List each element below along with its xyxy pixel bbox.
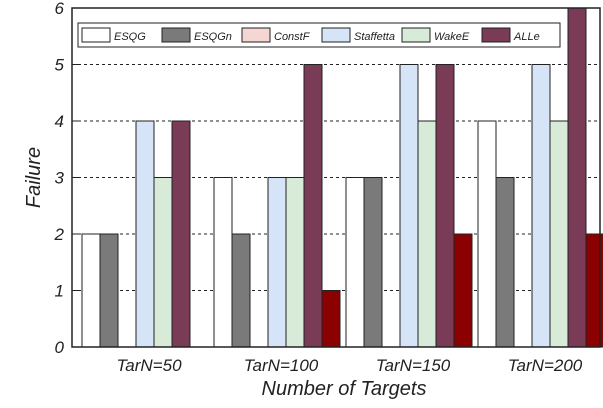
legend-swatch [401, 27, 431, 43]
legend-label: Staffetta [354, 31, 395, 43]
y-tick-labels: 0 1 2 3 4 5 6 [54, 0, 78, 357]
legend-label: ConstF [274, 31, 311, 43]
legend-swatch [81, 27, 111, 43]
bar [417, 120, 437, 348]
bar [549, 120, 569, 348]
legend-label: ALLe [513, 31, 540, 43]
y-tick-label: 5 [55, 56, 65, 75]
x-tick-label: TarN=50 [116, 356, 182, 375]
bar [231, 233, 251, 348]
y-tick-label: 2 [54, 225, 65, 244]
bar [285, 177, 305, 348]
bar [99, 233, 119, 348]
bar [567, 7, 587, 348]
x-tick-label: TarN=150 [376, 356, 451, 375]
legend-box [77, 22, 561, 48]
legend-swatch [481, 27, 511, 43]
legend-swatch [241, 27, 271, 43]
bar [153, 177, 173, 348]
bar [135, 120, 155, 348]
bar [435, 64, 455, 348]
x-tick-labels: TarN=50 TarN=100 TarN=150 TarN=200 [116, 356, 582, 375]
legend-label: WakeE [434, 31, 470, 43]
bar [531, 64, 551, 348]
legend: ESQG ESQGn ConstF Staffetta WakeE ALLe [77, 22, 561, 48]
bar [171, 120, 191, 348]
y-tick-label: 3 [55, 169, 65, 188]
bar [495, 177, 515, 348]
bar [213, 177, 233, 348]
y-tick-label: 1 [55, 282, 64, 301]
bar [303, 64, 323, 348]
legend-swatch [161, 27, 191, 43]
x-tick-label: TarN=200 [508, 356, 583, 375]
bars-layer [81, 7, 603, 348]
legend-label: ESQGn [194, 31, 232, 43]
bar [399, 64, 419, 348]
bar [477, 120, 497, 348]
x-tick-label: TarN=100 [244, 356, 319, 375]
y-tick-label: 6 [55, 0, 65, 18]
bar [321, 290, 341, 348]
bar [345, 177, 365, 348]
legend-swatch [321, 27, 351, 43]
y-tick-label: 0 [55, 338, 65, 357]
bar [363, 177, 383, 348]
bar [81, 233, 101, 348]
y-tick-label: 4 [55, 112, 64, 131]
legend-label: ESQG [114, 31, 146, 43]
bar [267, 177, 287, 348]
x-axis-label: Number of Targets [262, 378, 427, 400]
bar [453, 233, 473, 348]
y-axis-label: Failure [23, 147, 45, 208]
